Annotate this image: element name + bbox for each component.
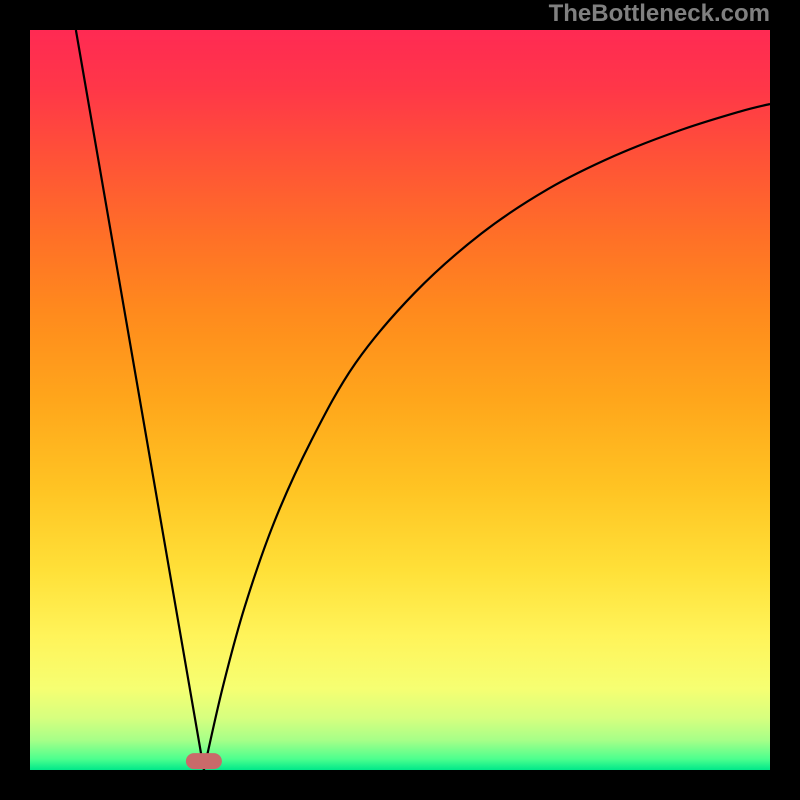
- curve-layer: [0, 0, 800, 800]
- optimal-marker: [186, 753, 222, 769]
- bottleneck-curve: [76, 30, 770, 770]
- chart-container: TheBottleneck.com: [0, 0, 800, 800]
